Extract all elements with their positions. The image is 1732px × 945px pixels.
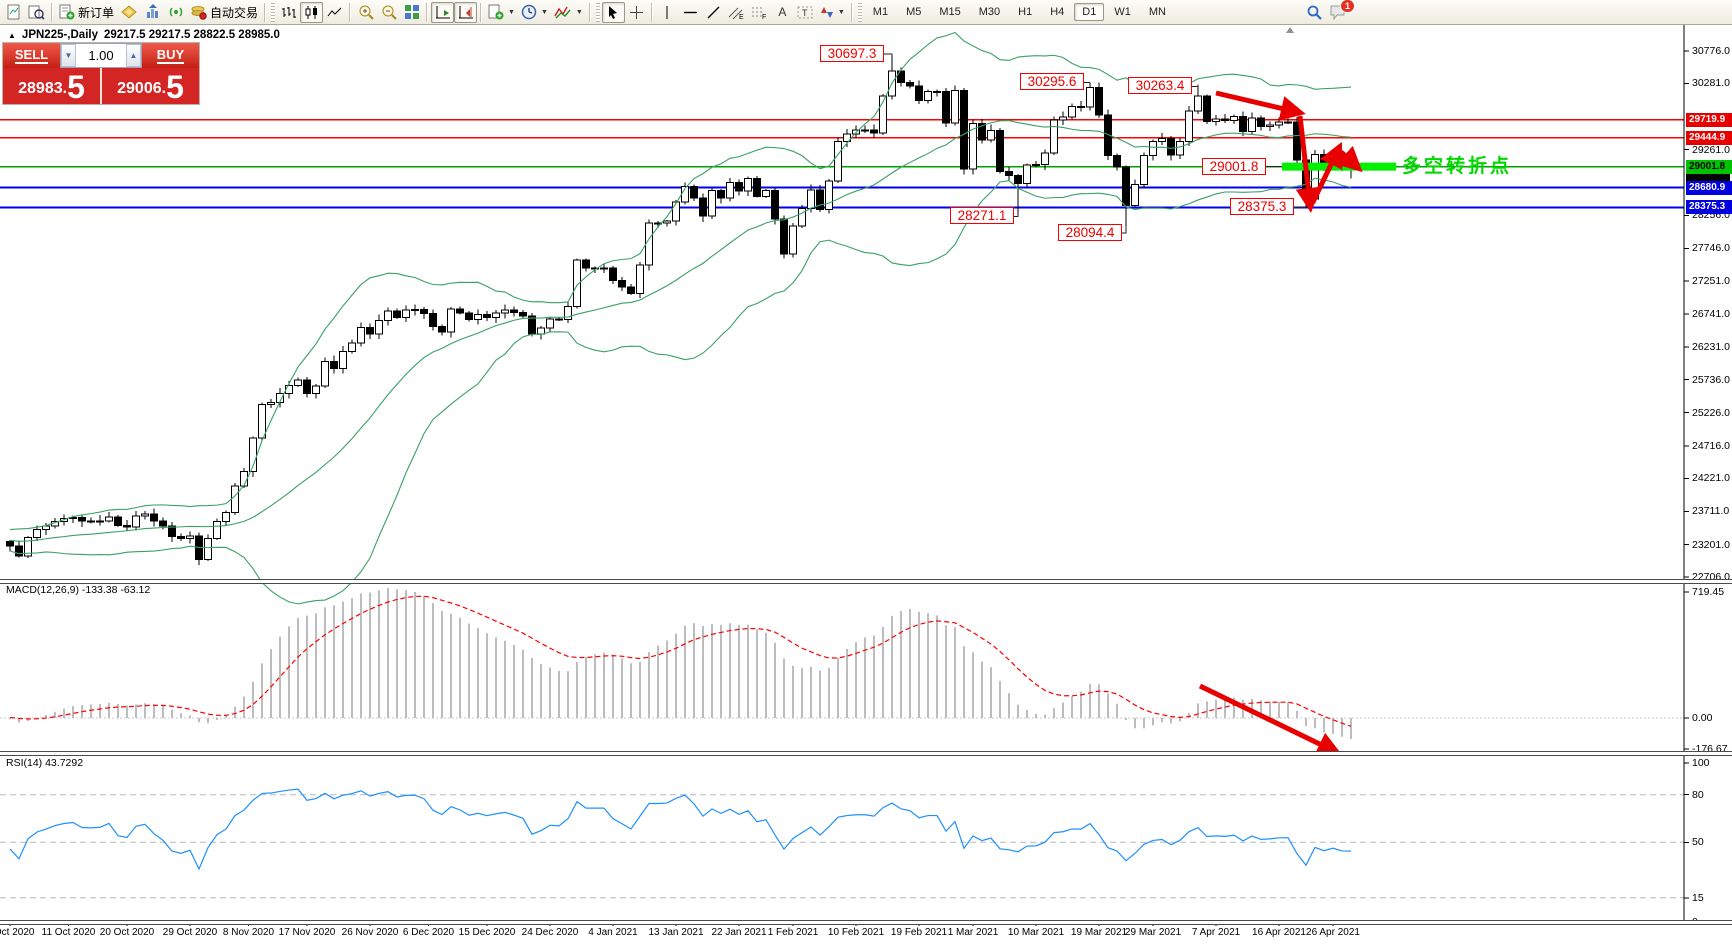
fibonacci-tool[interactable]: F [748,2,771,23]
toolbar-drag-handle[interactable] [271,2,276,22]
search-button[interactable] [1303,2,1326,23]
new-order-button[interactable]: 新订单 [56,2,117,23]
chevron-down-icon: ▼ [837,8,845,16]
signals-button[interactable] [164,2,187,23]
highlight-zone[interactable] [1282,162,1396,171]
chat-notifications-button[interactable]: 1 [1326,0,1355,23]
periods-clock-dropdown[interactable]: ▼ [518,2,551,23]
publish-chart-button[interactable] [141,2,164,23]
tf-button-M30[interactable]: M30 [978,6,1001,18]
toolbar-drag-handle[interactable] [857,2,862,22]
rsi-panel[interactable] [0,788,1684,899]
trendline-tool[interactable] [702,2,725,23]
zoom-in-button[interactable] [354,2,377,23]
vertical-line-tool[interactable] [656,2,679,23]
sell-price[interactable]: 28983. 5 [3,68,102,104]
tf-button-H4[interactable]: H4 [1050,6,1065,18]
toolbar-separator [480,2,483,22]
svg-text:E: E [739,14,744,20]
candlesticks [6,56,1355,566]
svg-text:F: F [762,14,766,20]
volume-value[interactable]: 1.00 [88,48,114,63]
volume-decrease-button[interactable]: ▼ [61,44,76,67]
indicators-dropdown[interactable]: ▼ [551,2,586,23]
chevron-down-icon: ▼ [575,8,583,16]
zoom-out-button[interactable] [377,2,400,23]
volume-increase-button[interactable]: ▲ [126,44,141,67]
bollinger-bands [9,31,1352,605]
tf-button-H1[interactable]: H1 [1018,6,1033,18]
auto-scroll-button[interactable] [431,1,455,23]
equidistant-channel-tool[interactable]: E [725,2,748,23]
chart-profiles-button[interactable] [25,2,48,23]
toolbar-separator [349,2,352,22]
buy-button[interactable]: BUY [142,43,199,68]
horizontal-line-tool[interactable] [679,2,702,23]
text-label-tool[interactable]: T [794,2,817,23]
buy-price[interactable]: 29006. 5 [117,69,184,105]
bar-chart-button[interactable] [277,2,300,23]
line-chart-button[interactable] [323,2,346,23]
chevron-down-icon: ▼ [540,8,548,16]
tf-button-W1[interactable]: W1 [1114,6,1131,18]
candlestick-chart-button[interactable] [300,1,324,23]
toolbar-separator [650,2,653,22]
new-chart-button[interactable] [2,2,25,23]
notification-badge: 1 [1339,0,1355,13]
toolbar-separator [51,2,53,22]
chart-shift-marker[interactable] [1286,27,1294,33]
tf-button-D1[interactable]: D1 [1074,3,1105,21]
volume-stepper: ▼ 1.00 ▲ [60,43,142,68]
toolbar-separator [850,2,853,22]
sell-button[interactable]: SELL [3,43,60,68]
chevron-down-icon: ▼ [508,8,515,16]
one-click-trading-panel: SELL ▼ 1.00 ▲ BUY 28983. 5 29006. 5 [2,42,200,105]
main-toolbar: 新订单 自动交易 ▼ ▼ ▼ E F A T [0,0,1732,25]
toolbar-separator [426,2,429,22]
toolbar-separator [588,2,591,22]
tf-button-MN[interactable]: MN [1148,6,1166,18]
tf-button-M15[interactable]: M15 [939,6,961,18]
toolbar-drag-handle[interactable] [595,2,600,22]
tf-button-M5[interactable]: M5 [906,6,922,18]
svg-text:T: T [802,8,808,18]
tile-windows-button[interactable] [400,2,423,23]
crosshair-tool-button[interactable] [625,2,648,23]
metaeditor-icon[interactable] [117,2,141,23]
tf-button-M1[interactable]: M1 [872,6,889,18]
new-order-label: 新订单 [78,5,115,20]
text-tool[interactable]: A [778,5,787,19]
toolbar-separator [264,2,267,22]
chart-shift-button[interactable] [454,1,478,23]
red-trend-arrows[interactable] [1198,90,1363,756]
arrows-tool-dropdown[interactable]: ▼ [817,2,848,23]
new-window-dropdown[interactable]: ▼ [485,2,518,23]
autotrading-button[interactable]: 自动交易 [187,2,261,23]
cursor-tool-button[interactable] [601,1,625,23]
timeframe-group: M1 M5 M15 M30 H1 H4 D1 W1 MN [864,3,1175,21]
autotrading-label: 自动交易 [210,5,259,20]
